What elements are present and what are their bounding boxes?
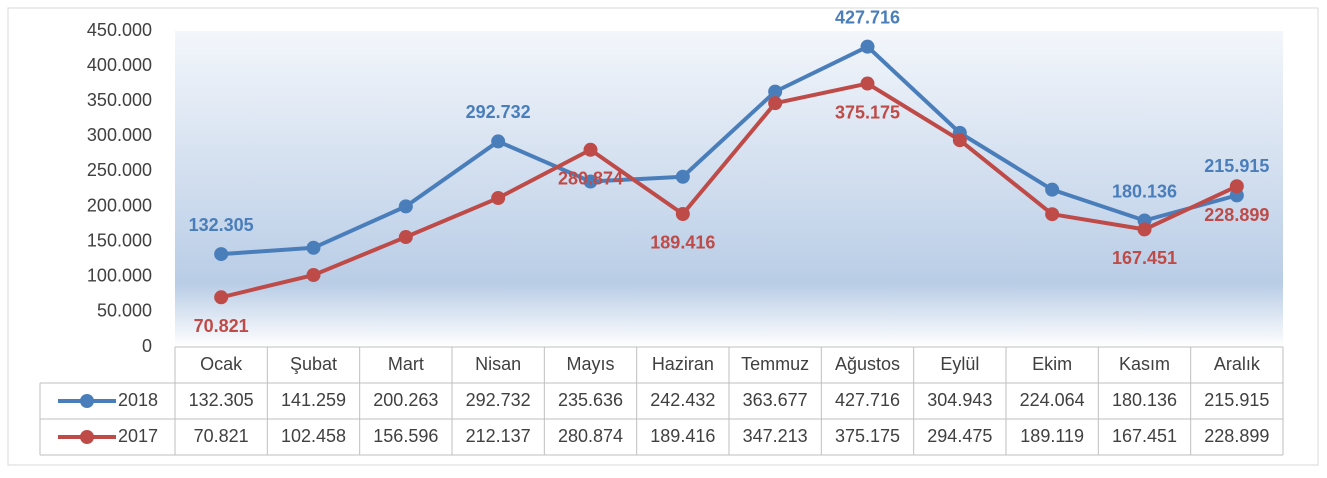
data-label: 427.716: [835, 7, 900, 27]
table-cell: 427.716: [835, 390, 900, 410]
data-label: 228.899: [1204, 205, 1269, 225]
table-cell: 363.677: [743, 390, 808, 410]
data-point: [675, 169, 690, 184]
table-cell: 215.915: [1204, 390, 1269, 410]
y-tick-label: 150.000: [87, 230, 152, 250]
x-tick-label: Mayıs: [566, 354, 614, 374]
table-cell: 280.874: [558, 426, 623, 446]
data-point: [1045, 182, 1060, 197]
legend-marker: [80, 394, 94, 408]
legend-label: 2017: [118, 426, 158, 446]
data-point: [1137, 222, 1152, 237]
y-tick-label: 450.000: [87, 20, 152, 40]
data-point: [398, 199, 413, 214]
data-point: [952, 133, 967, 148]
data-point: [306, 268, 321, 283]
x-tick-label: Ekim: [1032, 354, 1072, 374]
data-point: [768, 84, 783, 99]
data-point: [675, 206, 690, 221]
x-tick-label: Şubat: [290, 354, 337, 374]
y-tick-label: 100.000: [87, 266, 152, 286]
data-point: [214, 247, 229, 262]
x-tick-label: Nisan: [475, 354, 521, 374]
data-label: 375.175: [835, 102, 900, 122]
table-cell: 235.636: [558, 390, 623, 410]
data-label: 180.136: [1112, 181, 1177, 201]
table-cell: 189.416: [650, 426, 715, 446]
data-point: [1045, 207, 1060, 222]
table-cell: 347.213: [743, 426, 808, 446]
x-tick-label: Temmuz: [741, 354, 809, 374]
data-point: [583, 142, 598, 157]
x-tick-label: Eylül: [940, 354, 979, 374]
table-cell: 212.137: [466, 426, 531, 446]
legend-label: 2018: [118, 390, 158, 410]
y-tick-label: 0: [142, 336, 152, 356]
table-cell: 224.064: [1020, 390, 1085, 410]
data-point: [860, 76, 875, 91]
y-tick-label: 200.000: [87, 195, 152, 215]
table-cell: 242.432: [650, 390, 715, 410]
table-cell: 292.732: [466, 390, 531, 410]
data-label: 215.915: [1204, 156, 1269, 176]
table-cell: 70.821: [194, 426, 249, 446]
data-point: [583, 174, 598, 189]
data-label: 70.821: [194, 316, 249, 336]
table-cell: 167.451: [1112, 426, 1177, 446]
table-cell: 156.596: [373, 426, 438, 446]
data-point: [306, 240, 321, 255]
data-label: 280.874: [558, 169, 623, 189]
legend-marker: [80, 430, 94, 444]
x-tick-label: Ocak: [200, 354, 243, 374]
series-line: [221, 44, 1238, 257]
table-cell: 304.943: [927, 390, 992, 410]
y-tick-label: 250.000: [87, 160, 152, 180]
table-cell: 180.136: [1112, 390, 1177, 410]
y-tick-label: 400.000: [87, 55, 152, 75]
data-point: [1229, 179, 1244, 194]
y-tick-label: 300.000: [87, 125, 152, 145]
table-cell: 132.305: [189, 390, 254, 410]
y-tick-label: 50.000: [97, 301, 152, 321]
x-tick-label: Aralık: [1214, 354, 1261, 374]
x-tick-label: Kasım: [1119, 354, 1170, 374]
series-line: [220, 81, 1238, 300]
data-label: 189.416: [650, 233, 715, 253]
data-label: 132.305: [189, 215, 254, 235]
x-tick-label: Ağustos: [835, 354, 900, 374]
table-cell: 189.119: [1020, 426, 1084, 446]
data-point: [491, 191, 506, 206]
data-point: [768, 96, 783, 111]
table-cell: 200.263: [373, 390, 438, 410]
table-cell: 294.475: [927, 426, 992, 446]
table-cell: 375.175: [835, 426, 900, 446]
table-cell: 141.259: [281, 390, 346, 410]
table-cell: 102.458: [281, 426, 346, 446]
data-point: [214, 290, 229, 305]
y-tick-label: 350.000: [87, 90, 152, 110]
data-point: [491, 134, 506, 149]
plot-area: [175, 31, 1283, 347]
data-label: 292.732: [466, 102, 531, 122]
data-point: [860, 39, 875, 54]
data-label: 167.451: [1112, 248, 1177, 268]
data-point: [398, 230, 413, 245]
x-tick-label: Mart: [388, 354, 424, 374]
table-cell: 228.899: [1204, 426, 1269, 446]
x-tick-label: Haziran: [652, 354, 714, 374]
